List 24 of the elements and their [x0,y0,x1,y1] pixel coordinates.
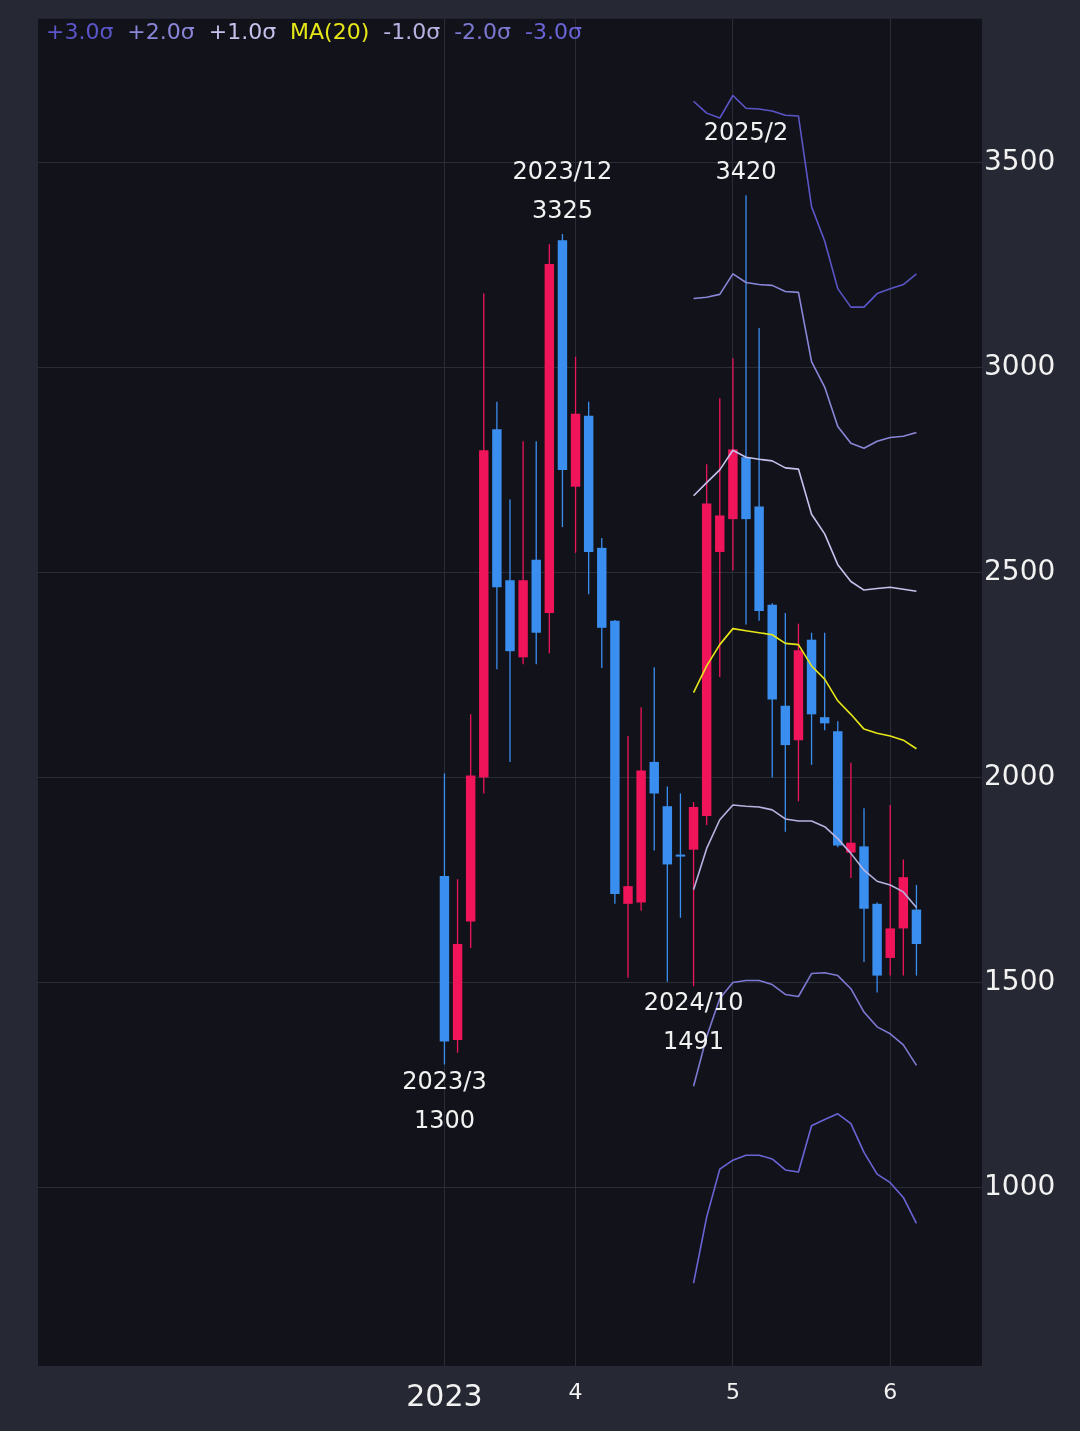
candlestick [819,632,830,731]
text: +2.0σ [127,18,195,44]
y-tick-label: 3500 [984,143,1056,177]
text: -2.0σ [454,18,512,44]
y-tick-label: 1000 [984,1168,1056,1202]
text: -1.0σ [383,18,441,44]
y-tick-label: 1500 [984,963,1056,997]
text: +1.0σ [208,18,277,44]
text: -3.0σ [525,18,582,44]
y-tick-label: 2000 [984,758,1056,792]
x-tick-label: 5 [725,1378,740,1404]
x-tick-label: 4 [568,1378,583,1404]
x-tick-label: 6 [883,1378,898,1404]
y-tick-label: 2500 [984,553,1056,587]
text: +3.0σ [46,18,114,44]
text: MA(20) [290,18,370,44]
annotation: 2023/3 1300 [402,1066,487,1134]
candlestick [623,735,633,979]
y-tick-label: 3000 [984,348,1056,382]
x-tick-label: 2023 [406,1377,483,1413]
annotation: 2023/12 3325 [512,157,613,225]
annotation: 2025/2 3420 [703,118,789,186]
candlestick [846,762,856,879]
candlestick [675,792,686,919]
